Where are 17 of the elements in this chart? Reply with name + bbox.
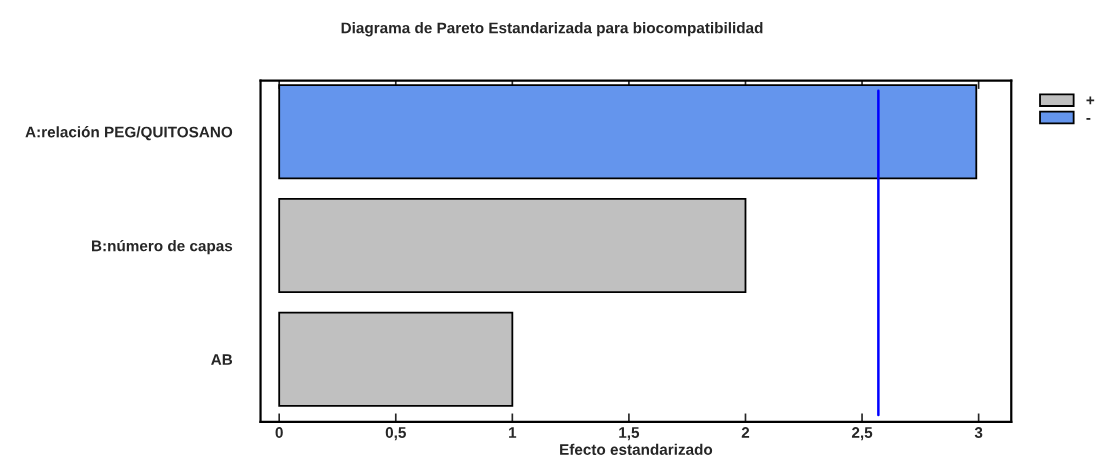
chart-title: Diagrama de Pareto Estandarizada para biocompatibilidad	[341, 22, 763, 37]
x-tick-label: 3	[974, 427, 983, 438]
y-tick-label: AB	[211, 354, 233, 365]
legend-label: +	[1086, 96, 1095, 105]
x-tick-label: 0,5	[385, 427, 406, 441]
x-tick-label: 2,5	[851, 427, 873, 441]
bar	[278, 197, 747, 294]
x-tick-label: 2	[741, 427, 750, 438]
x-tick-label: 1,5	[619, 427, 640, 441]
legend-label: -	[1086, 117, 1091, 120]
y-tick-label: A:relación PEG/QUITOSANO	[25, 126, 233, 141]
bar	[278, 84, 978, 180]
bar	[278, 311, 514, 407]
x-axis-title: Efecto estandarizado	[560, 443, 713, 455]
x-tick-label: 1	[509, 427, 517, 438]
y-tick-label: B:número de capas	[92, 239, 233, 255]
x-tick-label: 0	[275, 427, 283, 438]
